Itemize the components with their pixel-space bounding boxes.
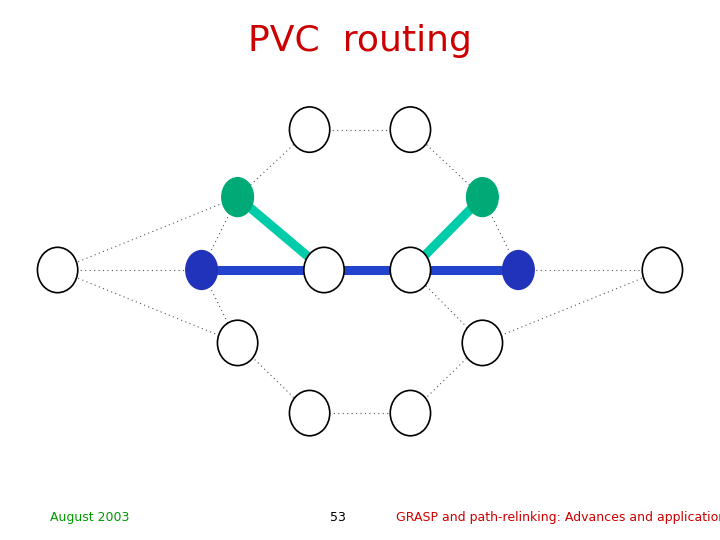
Ellipse shape [289,107,330,152]
Text: August 2003: August 2003 [50,511,130,524]
Ellipse shape [222,178,253,217]
Ellipse shape [390,107,431,152]
Ellipse shape [217,320,258,366]
Ellipse shape [186,251,217,289]
Text: PVC  routing: PVC routing [248,24,472,58]
Ellipse shape [37,247,78,293]
Ellipse shape [467,178,498,217]
Ellipse shape [390,390,431,436]
Ellipse shape [503,251,534,289]
Ellipse shape [642,247,683,293]
Ellipse shape [462,320,503,366]
Ellipse shape [289,390,330,436]
Text: 53: 53 [330,511,346,524]
Text: GRASP and path-relinking: Advances and applications: GRASP and path-relinking: Advances and a… [396,511,720,524]
Ellipse shape [390,247,431,293]
Ellipse shape [304,247,344,293]
